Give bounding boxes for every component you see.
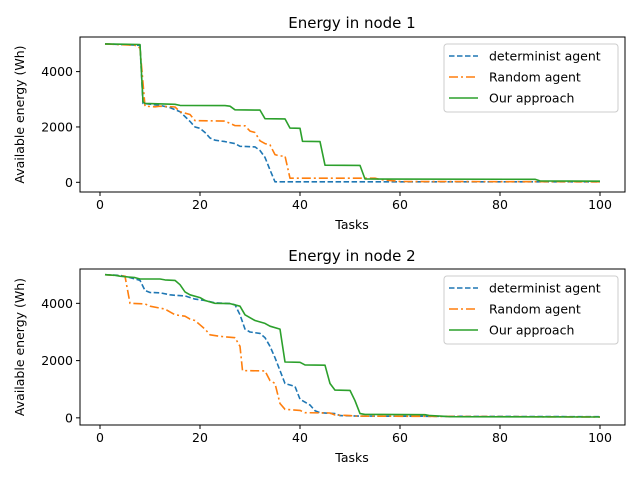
legend-node-1: determinist agent Random agent Our appro… <box>443 43 619 113</box>
y-tick-label-0: 0 <box>65 410 73 425</box>
x-tick-label-100: 100 <box>588 197 612 212</box>
legend-label-determinist-node-1: determinist agent <box>489 49 601 64</box>
x-tick-label-100: 100 <box>588 430 612 445</box>
series-line-random-agent-node-2 <box>104 273 601 418</box>
y-tick-label-2000: 2000 <box>41 353 73 368</box>
x-tick-label-80: 80 <box>492 197 508 212</box>
y-tick-label-4000: 4000 <box>41 296 73 311</box>
x-tick-label-80: 80 <box>492 430 508 445</box>
x-tick-label-0: 0 <box>96 197 104 212</box>
series-line-determinist-agent-node-1 <box>104 43 600 183</box>
x-ticks-node-1: 0 20 40 60 80 100 <box>96 192 612 212</box>
plot-area-node-2 <box>104 273 601 418</box>
x-tick-label-60: 60 <box>392 197 408 212</box>
legend-box-node-1 <box>443 43 619 113</box>
legend-box-node-2 <box>443 275 619 345</box>
y-axis-label-node-2: Available energy (Wh) <box>12 278 27 416</box>
x-tick-label-20: 20 <box>192 430 208 445</box>
axes-frame-node-1 <box>79 36 626 193</box>
plot-area-node-1 <box>104 43 601 183</box>
legend-node-2: determinist agent Random agent Our appro… <box>443 275 619 345</box>
y-ticks-node-2: 0 2000 4000 <box>41 296 80 425</box>
y-tick-label-2000: 2000 <box>41 119 73 134</box>
y-axis-label-node-1: Available energy (Wh) <box>12 45 27 183</box>
x-axis-label-node-1: Tasks <box>334 217 369 232</box>
x-tick-label-20: 20 <box>192 197 208 212</box>
legend-label-determinist-node-2: determinist agent <box>489 281 601 296</box>
x-tick-label-60: 60 <box>392 430 408 445</box>
series-line-our-approach-node-1 <box>104 43 601 182</box>
legend-label-our-approach-node-1: Our approach <box>489 91 574 106</box>
axes-frame-node-2 <box>79 268 626 426</box>
y-tick-label-4000: 4000 <box>41 64 73 79</box>
x-tick-label-0: 0 <box>96 430 104 445</box>
panel-node-2: Energy in node 2 0 20 40 60 80 100 020004000 … <box>12 247 626 465</box>
x-tick-label-40: 40 <box>292 197 308 212</box>
y-tick-label-0: 0 <box>65 175 73 190</box>
x-axis-label-node-2: Tasks <box>334 450 369 465</box>
chart-title-node-2: Energy in node 2 <box>288 247 415 265</box>
chart-title-node-1: Energy in node 1 <box>288 14 415 32</box>
legend-label-our-approach-node-2: Our approach <box>489 323 574 338</box>
panel-node-1: Energy in node 1 0 20 40 60 80 100 020004000 … <box>12 14 626 232</box>
series-line-determinist-agent-node-2 <box>104 273 601 418</box>
series-line-our-approach-node-2 <box>104 273 601 418</box>
legend-label-random-node-1: Random agent <box>489 70 581 85</box>
y-ticks-node-1: 0 2000 4000 <box>41 64 80 190</box>
x-tick-label-40: 40 <box>292 430 308 445</box>
legend-label-random-node-2: Random agent <box>489 302 581 317</box>
x-ticks-node-2: 0 20 40 60 80 100 <box>96 425 612 445</box>
